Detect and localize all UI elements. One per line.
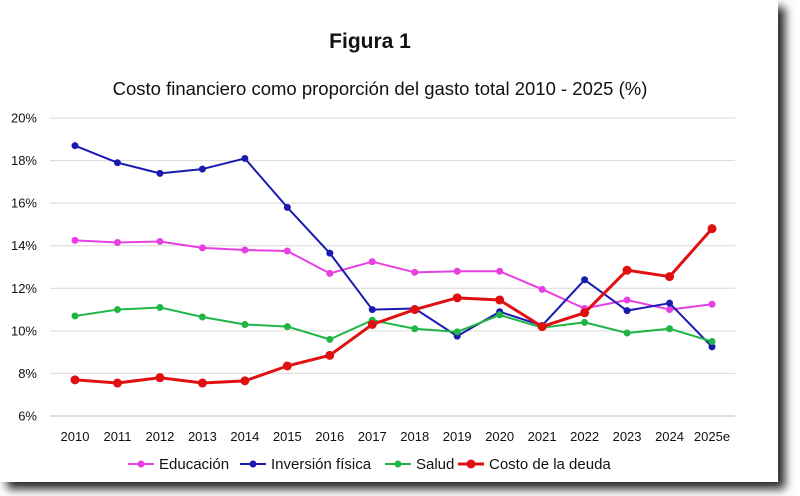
x-tick-label: 2018	[400, 429, 429, 444]
series-line	[74, 306, 713, 343]
legend-label: Salud	[416, 456, 454, 473]
x-tick-label: 2025e	[694, 429, 730, 444]
legend-label: Educación	[159, 456, 229, 473]
x-tick-label: 2022	[570, 429, 599, 444]
x-tick-label: 2019	[443, 429, 472, 444]
data-point	[113, 306, 121, 314]
y-tick-label: 20%	[11, 111, 37, 126]
x-tick-label: 2010	[61, 429, 90, 444]
data-point	[666, 299, 674, 307]
data-point	[282, 361, 292, 371]
data-point	[496, 311, 504, 319]
data-point	[410, 305, 420, 315]
data-point	[198, 244, 206, 252]
legend-label: Inversión física	[271, 456, 372, 473]
data-point	[71, 142, 79, 150]
data-point	[326, 269, 334, 277]
x-tick-label: 2021	[528, 429, 557, 444]
data-point	[707, 224, 717, 234]
legend-swatch-marker	[137, 460, 145, 468]
data-point	[156, 303, 164, 311]
data-point	[708, 343, 716, 351]
data-point	[112, 378, 122, 388]
data-point	[241, 154, 249, 162]
data-point	[71, 236, 79, 244]
data-point	[283, 323, 291, 331]
series-line	[74, 144, 713, 348]
y-tick-label: 6%	[18, 409, 37, 424]
legend-swatch-marker	[466, 459, 476, 469]
data-point	[113, 239, 121, 247]
data-point	[538, 285, 546, 293]
data-point	[156, 169, 164, 177]
y-tick-label: 14%	[11, 238, 37, 253]
data-point	[155, 373, 165, 383]
y-tick-label: 16%	[11, 196, 37, 211]
series-line	[74, 239, 713, 311]
x-tick-label: 2011	[103, 429, 131, 444]
data-point	[283, 203, 291, 211]
data-point	[580, 308, 590, 318]
data-point	[367, 319, 377, 329]
data-point	[708, 338, 716, 345]
data-point	[71, 312, 79, 320]
data-point	[198, 313, 206, 321]
data-point	[283, 247, 291, 255]
data-point	[622, 265, 632, 275]
data-point	[326, 335, 334, 343]
data-point	[197, 378, 207, 388]
data-point	[496, 267, 504, 275]
data-point	[452, 293, 462, 303]
x-tick-label: 2014	[230, 429, 259, 444]
data-point	[495, 295, 505, 305]
data-point	[665, 272, 675, 282]
x-tick-label: 2017	[358, 429, 387, 444]
data-point	[666, 325, 674, 333]
y-tick-label: 10%	[11, 323, 37, 338]
x-tick-label: 2023	[613, 429, 642, 444]
data-point	[581, 276, 589, 284]
y-tick-label: 12%	[11, 281, 37, 296]
chart-title: Costo financiero como proporción del gas…	[112, 78, 648, 99]
x-tick-label: 2015	[273, 429, 302, 444]
data-point	[411, 268, 419, 276]
figure-frame	[0, 0, 778, 482]
legend-swatch-marker	[394, 460, 402, 468]
data-point	[368, 258, 376, 266]
data-point	[240, 376, 250, 386]
x-tick-label: 2024	[655, 429, 684, 444]
data-point	[325, 350, 335, 360]
data-point	[113, 159, 121, 167]
x-tick-label: 2020	[485, 429, 514, 444]
y-tick-label: 8%	[18, 366, 37, 381]
data-point	[326, 249, 334, 257]
data-point	[411, 325, 419, 333]
data-point	[198, 165, 206, 173]
x-tick-label: 2012	[145, 429, 174, 444]
data-point	[708, 300, 716, 308]
data-point	[666, 306, 674, 314]
data-point	[537, 322, 547, 332]
data-point	[368, 306, 376, 314]
data-point	[453, 267, 461, 275]
data-point	[241, 246, 249, 254]
data-point	[156, 237, 164, 245]
data-point	[623, 307, 631, 315]
x-tick-label: 2016	[315, 429, 344, 444]
x-tick-label: 2013	[188, 429, 217, 444]
legend-label: Costo de la deuda	[489, 456, 611, 473]
data-point	[623, 329, 631, 337]
series-line	[74, 227, 714, 385]
figure-label: Figura 1	[329, 30, 411, 53]
data-point	[623, 296, 631, 304]
data-point	[453, 328, 461, 336]
legend-swatch-marker	[249, 460, 257, 468]
data-point	[70, 375, 80, 385]
y-tick-label: 18%	[11, 153, 37, 168]
data-point	[241, 320, 249, 328]
data-point	[581, 318, 589, 326]
